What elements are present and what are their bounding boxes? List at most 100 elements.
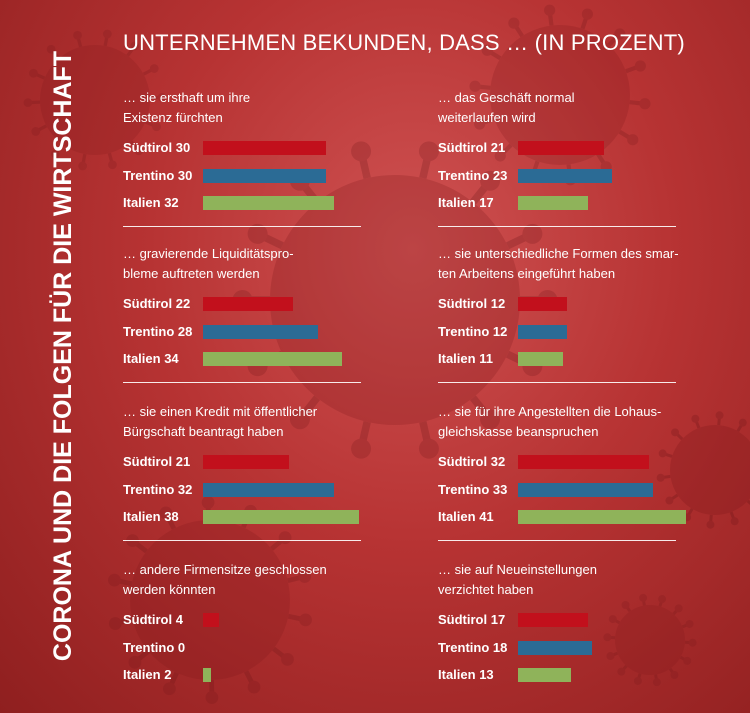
region-name: Südtirol: [438, 140, 488, 155]
row-label: Südtirol 12: [438, 296, 505, 312]
row-label: Südtirol 4: [123, 612, 183, 628]
data-label: 32: [174, 482, 193, 497]
data-label: 13: [475, 667, 494, 682]
question-panel: … sie ersthaft um ihre Existenz fürchten S…: [123, 88, 363, 238]
main-title: UNTERNEHMEN BEKUNDEN, DASS … (IN PROZENT…: [123, 30, 685, 55]
data-label: 30: [172, 140, 191, 155]
row-label: Italien 32: [123, 195, 179, 211]
question-panel: … sie einen Kredit mit öffentlicher Bürgs…: [123, 402, 363, 552]
region-name: Trentino: [123, 482, 175, 497]
data-label: 17: [475, 195, 494, 210]
data-label: 23: [489, 168, 508, 183]
row-label: Italien 2: [123, 667, 171, 683]
bar: [518, 352, 564, 366]
question-line: … sie unterschiedliche Formen des smar-: [438, 246, 679, 261]
question-line: werden könnten: [123, 582, 216, 597]
row-label: Trentino 33: [438, 482, 507, 498]
row-label: Südtirol 21: [438, 140, 505, 156]
region-name: Trentino: [123, 640, 175, 655]
bar: [518, 455, 650, 469]
region-name: Italien: [438, 667, 476, 682]
region-name: Trentino: [123, 324, 175, 339]
panel-divider: [438, 382, 676, 383]
panel-divider: [438, 540, 676, 541]
region-name: Südtirol: [123, 296, 173, 311]
question-text: … sie unterschiedliche Formen des smar-t…: [438, 244, 683, 284]
row-label: Südtirol 30: [123, 140, 190, 156]
panel-divider: [123, 382, 361, 383]
question-panel: … sie auf Neueinstellungen verzichtet hab…: [438, 560, 678, 710]
row-label: Südtirol 22: [123, 296, 190, 312]
bar: [203, 483, 335, 497]
question-line: gleichskasse beanspruchen: [438, 424, 599, 439]
region-name: Italien: [123, 509, 161, 524]
bar: [518, 483, 654, 497]
data-label: 41: [475, 509, 494, 524]
row-label: Italien 13: [438, 667, 494, 683]
question-line: … sie ersthaft um ihre: [123, 90, 251, 105]
row-label: Trentino 32: [123, 482, 192, 498]
region-name: Italien: [438, 351, 476, 366]
bar: [518, 196, 588, 210]
question-line: … andere Firmensitze geschlossen: [123, 562, 327, 577]
bar: [203, 455, 290, 469]
data-label: 21: [487, 140, 506, 155]
data-label: 30: [174, 168, 193, 183]
bar: [518, 141, 605, 155]
region-name: Südtirol: [438, 296, 488, 311]
bar: [203, 668, 212, 682]
bar: [518, 325, 568, 339]
region-name: Trentino: [438, 640, 490, 655]
question-panel: … sie unterschiedliche Formen des smar-t…: [438, 244, 679, 394]
data-label: 12: [489, 324, 508, 339]
bar: [203, 169, 326, 183]
panel-divider: [123, 540, 361, 541]
question-line: … das Geschäft normal: [438, 90, 575, 105]
row-label: Südtirol 32: [438, 454, 505, 470]
question-panel: … das Geschäft normal weiterlaufen wird Sü…: [438, 88, 678, 238]
question-line: bleme auftreten werden: [123, 266, 260, 281]
bar: [518, 668, 572, 682]
bar: [203, 141, 326, 155]
region-name: Südtirol: [438, 454, 488, 469]
side-title: CORONA UND DIE FOLGEN FÜR DIE WIRTSCHAFT: [49, 50, 77, 662]
bar: [518, 169, 613, 183]
bar: [203, 325, 318, 339]
row-label: Italien 41: [438, 509, 494, 525]
data-label: 21: [172, 454, 191, 469]
question-line: … gravierende Liquiditätspro-: [123, 246, 294, 261]
data-label: 34: [160, 351, 179, 366]
data-label: 22: [172, 296, 191, 311]
data-label: 11: [475, 351, 493, 366]
question-text: … sie ersthaft um ihre Existenz fürchten: [123, 88, 368, 128]
row-label: Südtirol 21: [123, 454, 190, 470]
question-line: … sie auf Neueinstellungen: [438, 562, 597, 577]
question-text: … andere Firmensitze geschlossen werden k…: [123, 560, 368, 600]
region-name: Italien: [123, 195, 161, 210]
question-panel: … andere Firmensitze geschlossen werden k…: [123, 560, 363, 710]
region-name: Trentino: [438, 168, 490, 183]
row-label: Trentino 28: [123, 324, 192, 340]
row-label: Trentino 0: [123, 640, 185, 656]
question-text: … sie einen Kredit mit öffentlicher Bürgs…: [123, 402, 368, 442]
data-label: 18: [489, 640, 508, 655]
data-label: 2: [160, 667, 172, 682]
row-label: Südtirol 17: [438, 612, 505, 628]
row-label: Trentino 23: [438, 168, 507, 184]
region-name: Südtirol: [438, 612, 488, 627]
data-label: 4: [172, 612, 183, 627]
row-label: Trentino 18: [438, 640, 507, 656]
question-line: weiterlaufen wird: [438, 110, 536, 125]
data-label: 38: [160, 509, 179, 524]
question-text: … gravierende Liquiditätspro-bleme auftr…: [123, 244, 368, 284]
row-label: Trentino 30: [123, 168, 192, 184]
data-label: 32: [160, 195, 179, 210]
region-name: Italien: [438, 195, 476, 210]
row-label: Italien 17: [438, 195, 494, 211]
region-name: Südtirol: [123, 454, 173, 469]
question-line: ten Arbeitens eingeführt haben: [438, 266, 616, 281]
data-label: 32: [487, 454, 506, 469]
region-name: Südtirol: [123, 140, 173, 155]
